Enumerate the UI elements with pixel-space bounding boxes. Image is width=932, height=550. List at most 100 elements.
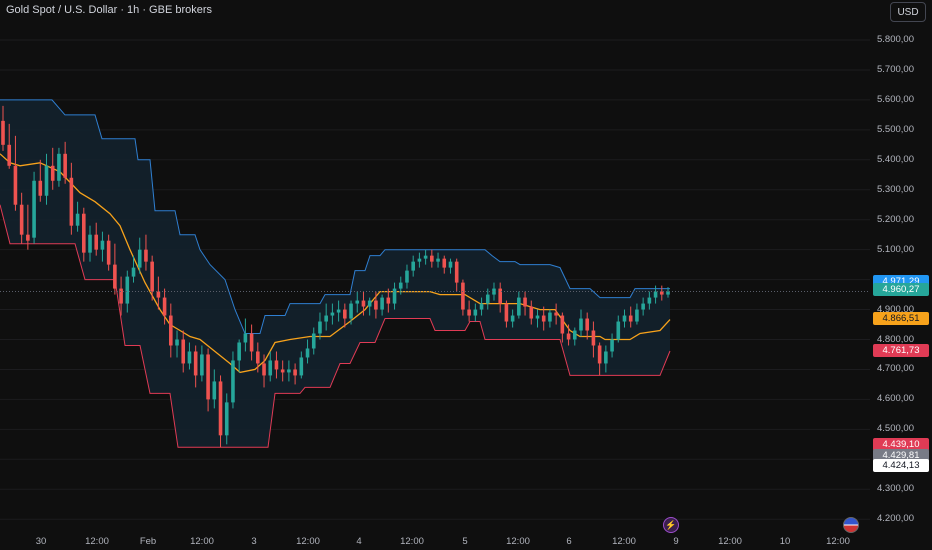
candle-body bbox=[535, 315, 540, 319]
candle-body bbox=[504, 303, 509, 322]
x-tick-label: Feb bbox=[139, 536, 157, 547]
y-tick-label: 5.600,00 bbox=[877, 93, 914, 105]
candle-body bbox=[336, 309, 341, 313]
candle-body bbox=[125, 276, 130, 304]
candle-body bbox=[38, 180, 43, 196]
candle-body bbox=[392, 288, 397, 304]
candle-body bbox=[541, 315, 546, 322]
candle-body bbox=[26, 234, 30, 241]
price-label: 4.439,10 bbox=[873, 438, 929, 451]
candle-body bbox=[411, 261, 415, 271]
candle-body bbox=[144, 249, 148, 262]
upper-band-line bbox=[0, 99, 670, 334]
y-tick-label: 5.700,00 bbox=[877, 63, 914, 75]
candle-body bbox=[106, 240, 111, 265]
candle-body bbox=[113, 264, 117, 289]
candle-body bbox=[398, 282, 403, 289]
candle-body bbox=[324, 315, 328, 322]
candle-body bbox=[498, 288, 502, 304]
y-tick-label: 5.200,00 bbox=[877, 213, 914, 225]
candle-body bbox=[442, 258, 447, 268]
candle-body bbox=[510, 315, 515, 322]
candle-body bbox=[479, 303, 484, 310]
candle-body bbox=[75, 213, 80, 226]
price-label: 4.761,73 bbox=[873, 344, 929, 357]
x-tick-label: 10 bbox=[779, 536, 791, 547]
candle-body bbox=[19, 204, 24, 235]
candle-body bbox=[647, 297, 652, 304]
candle-body bbox=[517, 297, 521, 316]
candle-body bbox=[628, 315, 633, 322]
y-tick-label: 4.500,00 bbox=[877, 423, 914, 435]
candle-body bbox=[604, 351, 608, 364]
candle-body bbox=[548, 312, 552, 322]
candle-body bbox=[231, 360, 235, 403]
candle-body bbox=[13, 165, 18, 205]
candle-body bbox=[492, 288, 496, 295]
candle-body bbox=[32, 180, 36, 238]
flash-icon[interactable]: ⚡ bbox=[663, 517, 679, 533]
x-tick-label: 12:00 bbox=[612, 536, 636, 547]
candle-body bbox=[461, 282, 465, 310]
candle-body bbox=[566, 333, 571, 340]
candle-body bbox=[150, 261, 154, 292]
candle-body bbox=[361, 300, 366, 307]
candle-body bbox=[63, 153, 67, 178]
candle-body bbox=[268, 360, 273, 376]
candle-body bbox=[386, 297, 391, 304]
candle-body bbox=[417, 258, 422, 262]
y-tick-label: 5.100,00 bbox=[877, 243, 914, 255]
candle-body bbox=[666, 291, 670, 295]
y-tick-label: 4.200,00 bbox=[877, 513, 914, 525]
candle-body bbox=[585, 318, 590, 331]
candle-body bbox=[436, 258, 440, 262]
symbol-title[interactable]: Gold Spot / U.S. Dollar · 1h · GBE broke… bbox=[6, 4, 213, 16]
candle-body bbox=[355, 300, 360, 304]
currency-button[interactable]: USD bbox=[890, 2, 926, 22]
y-tick-label: 5.400,00 bbox=[877, 153, 914, 165]
x-tick-label: 12:00 bbox=[296, 536, 320, 547]
candle-body bbox=[616, 321, 621, 340]
price-label: 4.960,27 bbox=[873, 283, 929, 296]
y-tick-label: 4.300,00 bbox=[877, 483, 914, 495]
candle-body bbox=[274, 360, 279, 370]
channel-fill bbox=[0, 99, 670, 448]
candle-body bbox=[162, 297, 167, 316]
candle-body bbox=[430, 255, 434, 262]
x-tick-label: 9 bbox=[673, 536, 679, 547]
candle-body bbox=[610, 339, 614, 352]
price-label: 4.424,13 bbox=[873, 459, 929, 472]
candle-body bbox=[287, 369, 291, 373]
candle-body bbox=[579, 318, 583, 331]
us-flag-icon[interactable] bbox=[843, 517, 859, 533]
candle-body bbox=[299, 357, 304, 376]
candle-body bbox=[374, 300, 378, 310]
x-tick-label: 4 bbox=[356, 536, 362, 547]
candle-body bbox=[622, 315, 627, 322]
candle-body bbox=[635, 309, 639, 322]
candle-body bbox=[156, 291, 161, 298]
price-label: 4.866,51 bbox=[873, 312, 929, 325]
candle-body bbox=[181, 339, 186, 364]
candle-body bbox=[293, 369, 297, 376]
candle-body bbox=[187, 351, 192, 364]
candle-body bbox=[69, 177, 74, 226]
candle-body bbox=[218, 381, 223, 436]
candle-body bbox=[380, 297, 384, 310]
candle-body bbox=[44, 165, 49, 196]
candle-body bbox=[572, 330, 577, 340]
x-tick-label: 12:00 bbox=[190, 536, 214, 547]
candle-body bbox=[88, 234, 92, 253]
candle-body bbox=[50, 165, 55, 181]
x-tick-label: 12:00 bbox=[826, 536, 850, 547]
candle-body bbox=[249, 333, 254, 352]
candle-body bbox=[175, 339, 179, 346]
candle-body bbox=[256, 351, 260, 364]
candle-body bbox=[641, 303, 645, 310]
candle-body bbox=[485, 294, 490, 304]
candle-body bbox=[591, 330, 596, 346]
candle-body bbox=[206, 354, 210, 400]
y-tick-label: 5.300,00 bbox=[877, 183, 914, 195]
candle-body bbox=[243, 333, 248, 343]
